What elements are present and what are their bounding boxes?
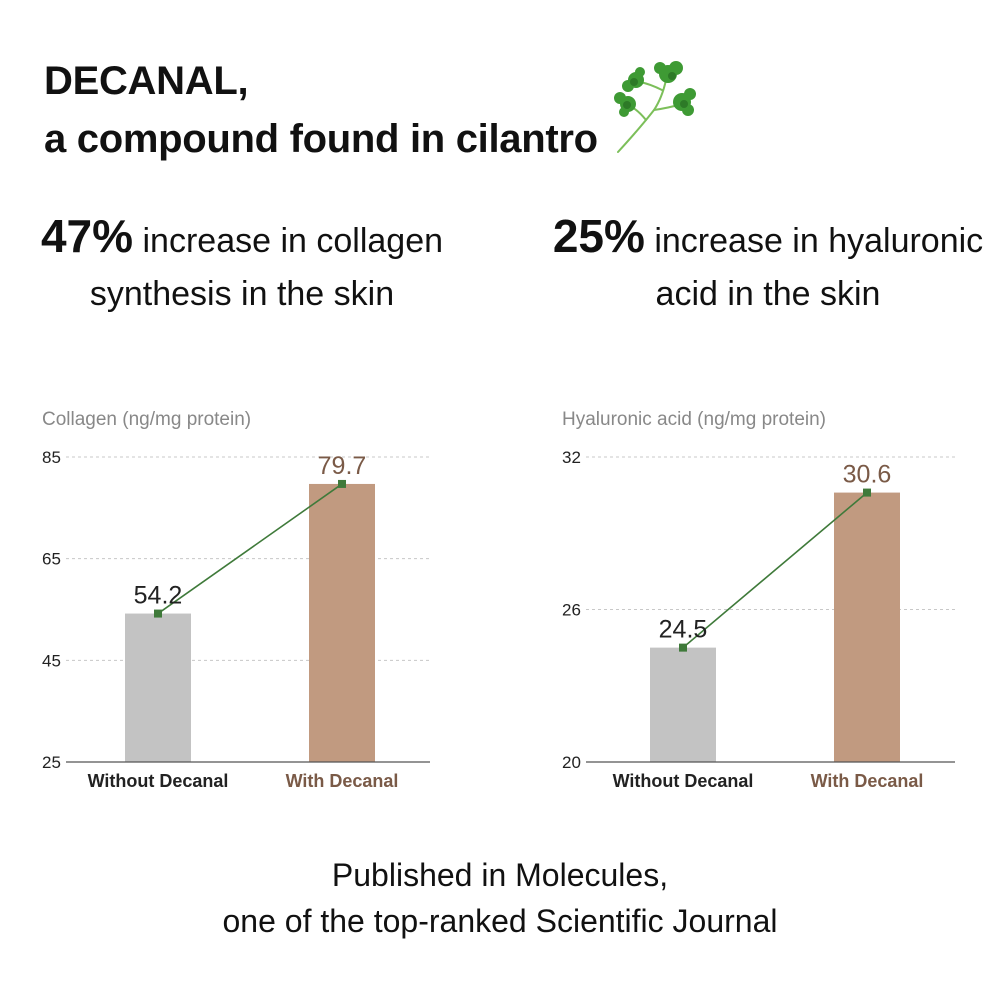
footer-line-2: one of the top-ranked Scientific Journal [222,903,778,939]
stat-collagen: 47% increase in collagen synthesis in th… [22,210,462,321]
collagen-chart: Collagen (ng/mg protein) 25 45 65 85 54.2 79.7… [20,395,440,805]
stat-collagen-text: increase in collagen synthesis in the sk… [89,222,444,313]
y-tick-label: 45 [42,651,61,670]
page-subtitle: a compound found in cilantro [44,117,598,161]
data-label: 30.6 [843,461,892,489]
y-tick-label: 26 [562,601,581,620]
footer: Published in Molecules, one of the top-r… [0,852,1000,944]
y-tick-label: 85 [42,448,61,467]
y-tick-label: 25 [42,753,61,772]
stat-hyaluronic: 25% increase in hyaluronic acid in the s… [548,210,988,321]
page-title: DECANAL, [44,59,249,103]
stat-hyaluronic-percent: 25% [552,210,645,262]
hyaluronic-chart-svg: Hyaluronic acid (ng/mg protein) 20 26 32 24.… [562,409,955,791]
cilantro-icon [614,61,696,153]
bar-without-decanal [125,613,191,762]
bar-with-decanal [309,483,375,762]
data-label: 54.2 [134,582,183,610]
collagen-chart-svg: Collagen (ng/mg protein) 25 45 65 85 54.2 79.7… [42,409,430,791]
y-tick-label: 20 [562,753,581,772]
y-axis-title: Collagen (ng/mg protein) [42,409,251,430]
header: DECANAL, a compound found in cilantro [44,52,598,168]
stat-hyaluronic-text: increase in hyaluronic acid in the skin [644,222,984,313]
x-tick-label: With Decanal [811,771,924,791]
x-tick-label: With Decanal [286,771,399,791]
x-tick-label: Without Decanal [613,771,754,791]
hyaluronic-chart: Hyaluronic acid (ng/mg protein) 20 26 32 24.… [540,395,970,805]
bar-with-decanal [834,492,900,762]
trend-line [682,491,868,649]
trend-point [338,479,346,488]
footer-line-1: Published in Molecules, [331,857,669,893]
y-tick-label: 32 [562,448,581,467]
data-label: 24.5 [659,616,708,644]
trend-line [157,483,343,615]
trend-point [154,609,162,618]
bar-without-decanal [650,647,716,762]
y-axis-title: Hyaluronic acid (ng/mg protein) [562,409,826,430]
data-label: 79.7 [318,452,367,480]
y-tick-label: 65 [42,550,61,569]
trend-point [863,488,871,497]
stat-collagen-percent: 47% [40,210,134,262]
x-tick-label: Without Decanal [88,771,229,791]
trend-point [679,643,687,652]
